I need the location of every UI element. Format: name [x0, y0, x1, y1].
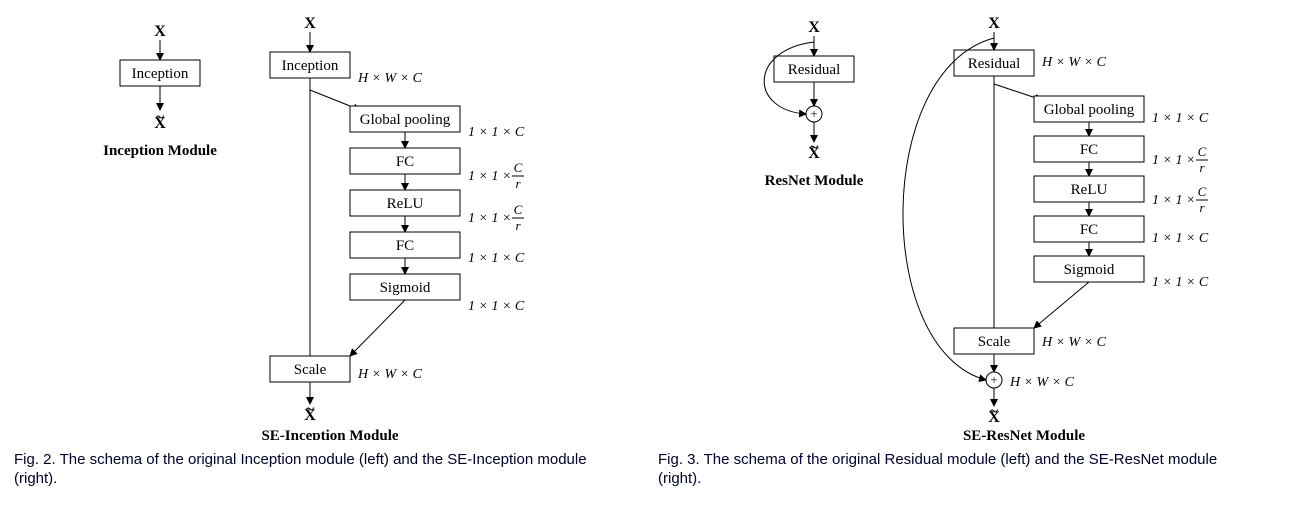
- relu-label: ReLU: [1071, 182, 1108, 198]
- dim-11cr-1: 1 × 1 × C r: [468, 160, 524, 191]
- dim-11cr-1: 1 × 1 × C r: [1152, 144, 1208, 175]
- plus-label: +: [990, 372, 997, 387]
- page: X Inception X~ Inception Module X: [10, 10, 1294, 489]
- dim-11c: 1 × 1 × C: [468, 125, 525, 140]
- x-label: X: [808, 19, 820, 36]
- dim-hwc-2: H × W × C: [1041, 335, 1107, 350]
- scale-label: Scale: [978, 334, 1011, 350]
- xtilde-label: X~: [808, 139, 820, 162]
- svg-text:C: C: [1198, 184, 1207, 199]
- residual-label: Residual: [788, 62, 841, 78]
- sigmoid-label: Sigmoid: [1064, 262, 1115, 278]
- dim-11cr-2: 1 × 1 × C r: [1152, 184, 1208, 215]
- dim-11c-2: 1 × 1 × C: [1152, 231, 1209, 246]
- svg-text:r: r: [515, 176, 521, 191]
- dim-11c-3: 1 × 1 × C: [1152, 275, 1209, 290]
- x-label: X: [154, 23, 166, 40]
- fig2-left-panel: X Inception X~ Inception Module: [103, 23, 217, 159]
- dim-hwc-3: H × W × C: [1009, 375, 1075, 390]
- svg-text:1 × 1 ×: 1 × 1 ×: [468, 211, 511, 226]
- sigmoid-label: Sigmoid: [380, 280, 431, 296]
- svg-text:1 × 1 ×: 1 × 1 ×: [468, 169, 511, 184]
- fig3-caption: Fig. 3. The schema of the original Resid…: [654, 451, 1262, 489]
- inception-label: Inception: [282, 58, 339, 74]
- svg-text:1 × 1 ×: 1 × 1 ×: [1152, 193, 1195, 208]
- fig3-svg: X Residual + X~ ResNet Module: [654, 10, 1294, 440]
- dim-hwc: H × W × C: [357, 71, 423, 86]
- fig2-right-panel: X Inception H × W × C Global pooling 1 ×…: [261, 15, 524, 440]
- resnet-module-title: ResNet Module: [765, 173, 864, 189]
- dim-hwc: H × W × C: [1041, 55, 1107, 70]
- global-pooling-label: Global pooling: [1044, 102, 1135, 118]
- residual-label: Residual: [968, 56, 1021, 72]
- se-resnet-title: SE-ResNet Module: [963, 428, 1085, 440]
- xtilde-label: X~: [154, 109, 166, 132]
- relu-label: ReLU: [387, 196, 424, 212]
- inception-label: Inception: [132, 66, 189, 82]
- se-inception-title: SE-Inception Module: [261, 428, 398, 440]
- svg-text:1 × 1 ×: 1 × 1 ×: [1152, 153, 1195, 168]
- svg-text:C: C: [514, 160, 523, 175]
- svg-text:C: C: [514, 202, 523, 217]
- dim-11c-3: 1 × 1 × C: [468, 299, 525, 314]
- svg-text:r: r: [515, 218, 521, 233]
- fc1-label: FC: [396, 154, 414, 170]
- plus-label: +: [810, 106, 817, 121]
- x-label: X: [988, 15, 1000, 32]
- inception-module-title: Inception Module: [103, 143, 217, 159]
- fig2-svg: X Inception X~ Inception Module X: [10, 10, 630, 440]
- dim-hwc-2: H × W × C: [357, 367, 423, 382]
- fig3-column: X Residual + X~ ResNet Module: [654, 10, 1274, 489]
- x-label: X: [304, 15, 316, 32]
- svg-text:C: C: [1198, 144, 1207, 159]
- fig3-left-panel: X Residual + X~ ResNet Module: [764, 19, 864, 189]
- global-pooling-label: Global pooling: [360, 112, 451, 128]
- fig3-right-panel: X Residual H × W × C Global pooling 1 × …: [903, 15, 1209, 440]
- svg-text:r: r: [1199, 200, 1205, 215]
- fig2-column: X Inception X~ Inception Module X: [10, 10, 630, 489]
- dim-11c-2: 1 × 1 × C: [468, 251, 525, 266]
- scale-label: Scale: [294, 362, 327, 378]
- fig2-caption: Fig. 2. The schema of the original Incep…: [10, 451, 618, 489]
- dim-11cr-2: 1 × 1 × C r: [468, 202, 524, 233]
- svg-text:r: r: [1199, 160, 1205, 175]
- xtilde-label: X~: [304, 401, 316, 424]
- fc1-label: FC: [1080, 142, 1098, 158]
- dim-11c: 1 × 1 × C: [1152, 111, 1209, 126]
- fc2-label: FC: [1080, 222, 1098, 238]
- fc2-label: FC: [396, 238, 414, 254]
- xtilde-label: X~: [988, 403, 1000, 426]
